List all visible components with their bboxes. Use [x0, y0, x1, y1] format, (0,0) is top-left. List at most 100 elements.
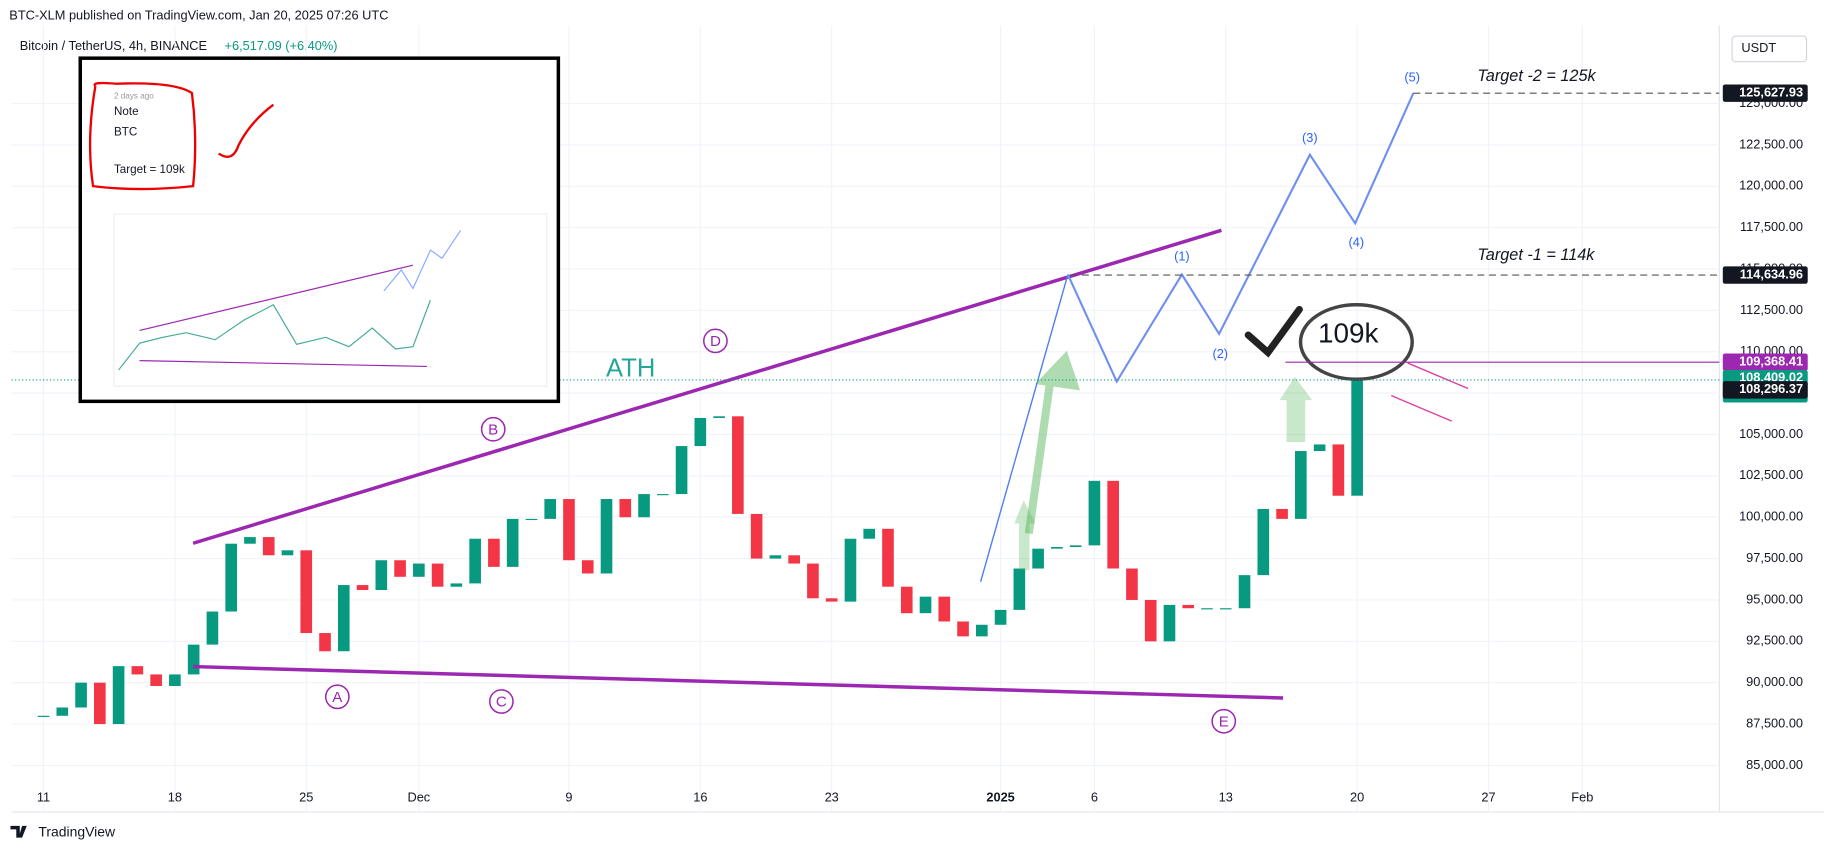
candle: [1351, 378, 1363, 496]
published-line: BTC-XLM published on TradingView.com, Ja…: [9, 8, 388, 23]
candle: [356, 585, 369, 591]
pink-line: [1407, 362, 1469, 390]
price-label: 114,634.96: [1740, 266, 1803, 281]
peak-label: 109k: [1318, 317, 1379, 348]
note-line: Target = 109k: [114, 163, 185, 176]
y-tick-label: 95,000.00: [1746, 591, 1803, 606]
candle: [1163, 604, 1176, 642]
note-line: BTC: [114, 126, 137, 139]
candle: [319, 633, 331, 652]
candle: [469, 538, 481, 584]
green-arrow-small: [1279, 376, 1313, 443]
lower-trendline: [193, 664, 1284, 700]
change: +6,517.09 (+6.40%): [225, 38, 338, 53]
y-tick-label: 85,000.00: [1746, 757, 1803, 772]
candle: [1051, 547, 1063, 549]
candle: [394, 560, 406, 577]
mini-wave: [383, 230, 462, 292]
currency[interactable]: USDT: [1741, 40, 1776, 55]
wave-label: (4): [1349, 235, 1365, 250]
x-tick-label: 23: [825, 789, 839, 804]
candle: [131, 666, 144, 675]
mini-price: [118, 299, 431, 371]
grid: [11, 25, 1720, 812]
candle: [506, 518, 519, 567]
point-label: B: [488, 421, 498, 438]
point-label: A: [332, 689, 343, 706]
candle: [262, 537, 275, 556]
candle: [750, 513, 763, 559]
candle: [732, 416, 744, 514]
candle: [638, 494, 650, 518]
candle: [994, 609, 1007, 625]
red-scribble: [88, 81, 197, 191]
green-arrow: [1024, 350, 1081, 535]
point-circle: [703, 328, 728, 354]
x-tick-label: 6: [1091, 789, 1098, 804]
red-check: [218, 103, 275, 158]
point-circle: [324, 684, 350, 710]
x-tick-label: 13: [1219, 789, 1233, 804]
wave-label: (3): [1302, 130, 1318, 145]
target-2: Target -2 = 125k: [1477, 67, 1596, 85]
drawings: Target -2 = 125k Target -1 = 114k ATH 10…: [192, 67, 1597, 734]
candle: [544, 499, 557, 519]
y-tick-label: 87,500.00: [1746, 715, 1803, 730]
candle: [75, 682, 87, 708]
x-tick-label: 25: [299, 789, 313, 804]
x-tick-label: 2025: [986, 789, 1014, 804]
candle: [1144, 599, 1157, 642]
candle: [825, 598, 838, 602]
candle: [844, 538, 857, 602]
candle: [619, 499, 632, 518]
y-tick-label: 120,000.00: [1739, 178, 1803, 193]
candle: [1313, 444, 1326, 452]
y-tick-label: 102,500.00: [1739, 467, 1803, 482]
candle: [450, 583, 463, 587]
x-tick-label: 18: [168, 789, 182, 804]
currency-box[interactable]: [1731, 35, 1808, 63]
candle: [337, 585, 350, 652]
x-tick-label: Feb: [1571, 789, 1593, 804]
candle: [863, 528, 876, 539]
wave-label: (2): [1212, 346, 1228, 361]
candle: [281, 550, 294, 556]
candle: [187, 644, 200, 675]
price-label: 109,368.41: [1739, 354, 1803, 369]
candle: [244, 537, 256, 544]
upper-trendline: [192, 228, 1222, 545]
candle: [225, 543, 238, 612]
candle: [56, 707, 69, 716]
candle: [563, 499, 575, 561]
candle: [1295, 451, 1307, 519]
x-tick-label: 9: [565, 789, 572, 804]
x-tick-label: 20: [1350, 789, 1364, 804]
candle: [1107, 480, 1119, 569]
y-tick-label: 112,500.00: [1740, 302, 1803, 317]
y-tick-label: 100,000.00: [1739, 509, 1803, 524]
candle: [300, 550, 313, 634]
candle: [957, 621, 969, 637]
candle: [169, 674, 181, 686]
y-tick-label: 92,500.00: [1746, 633, 1803, 648]
candle: [675, 446, 688, 495]
pink-line: [1390, 394, 1453, 422]
symbol: Bitcoin / TetherUS, 4h, BINANCE: [20, 38, 207, 53]
candle: [94, 682, 106, 725]
candle: [1013, 568, 1026, 610]
target-1: Target -1 = 114k: [1477, 246, 1595, 264]
checkmark: [1244, 305, 1303, 358]
note-title: Note: [114, 105, 139, 118]
wave-label: (1): [1174, 248, 1190, 263]
candle: [112, 666, 125, 725]
price-label-box: [1722, 266, 1808, 284]
point-circle: [480, 416, 506, 442]
x-tick-label: 11: [37, 789, 50, 804]
x-tick-label: Dec: [407, 789, 430, 804]
footer-logo: TradingView: [10, 824, 116, 840]
candle: [581, 560, 594, 574]
y-tick-label: 97,500.00: [1746, 550, 1803, 565]
candle: [375, 560, 388, 591]
point-label: E: [1219, 713, 1229, 730]
